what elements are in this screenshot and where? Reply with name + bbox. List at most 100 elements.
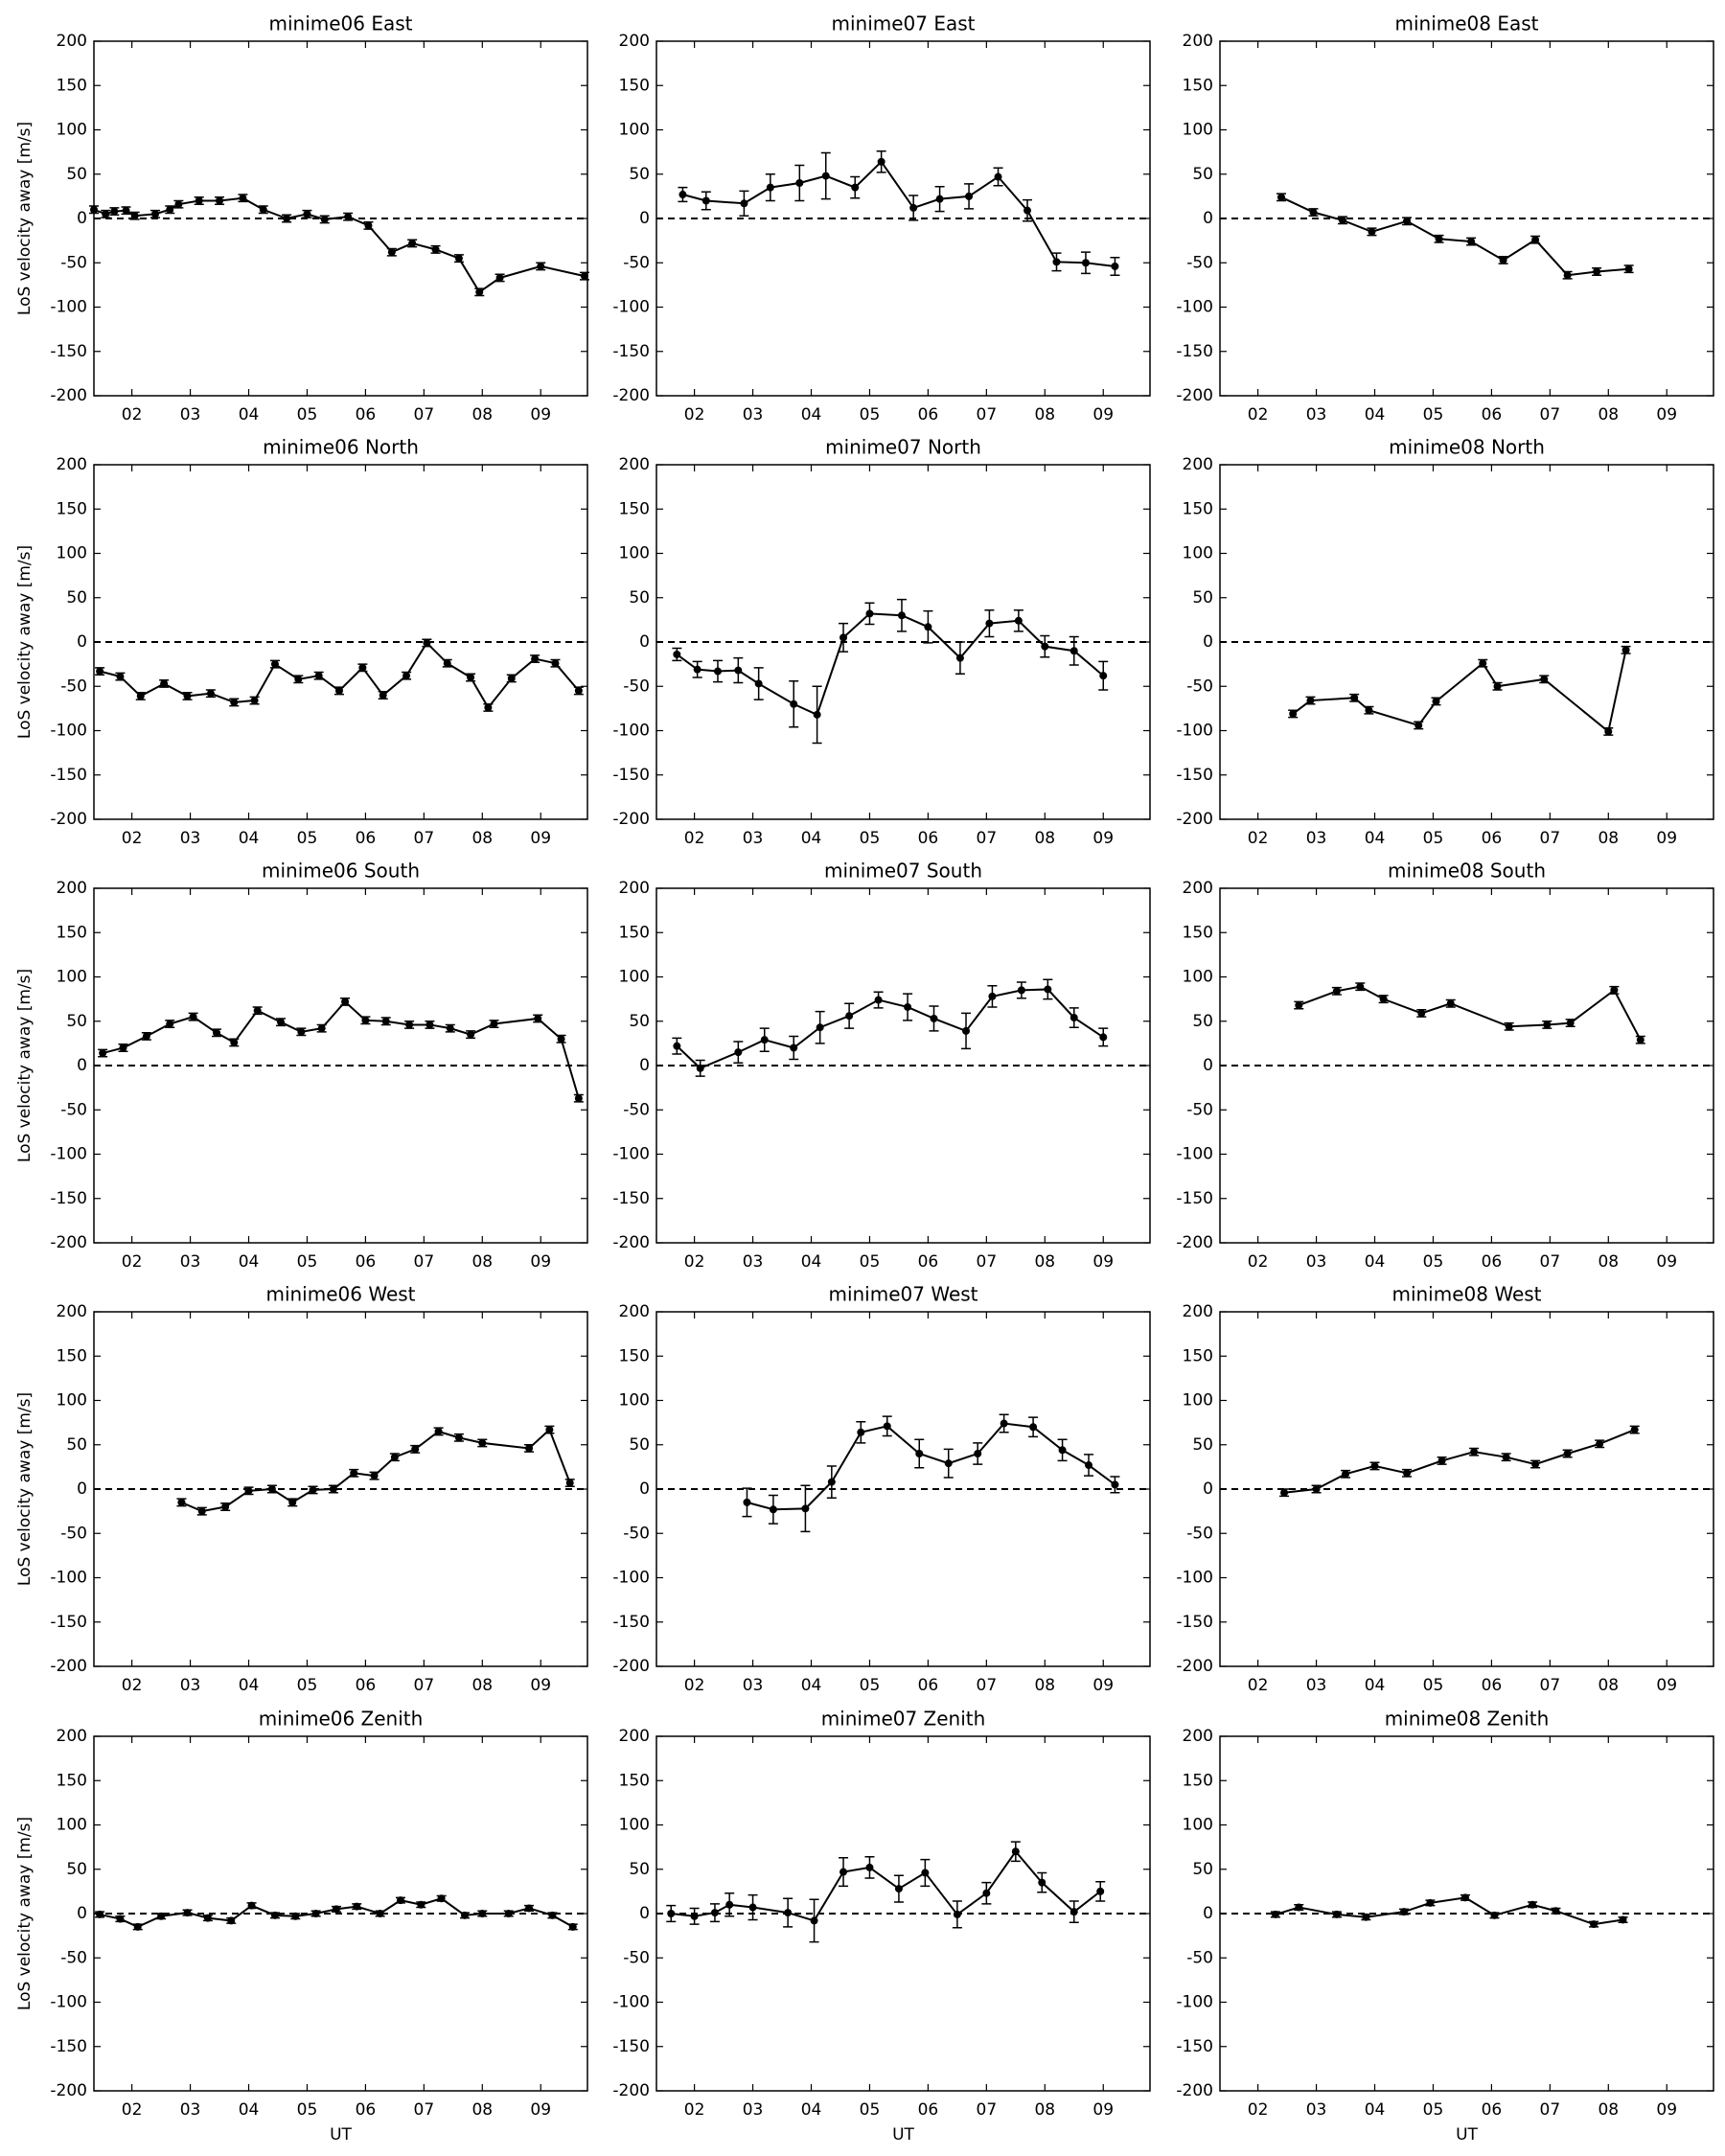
x-tick-label: 08 bbox=[1598, 829, 1619, 848]
data-point bbox=[1350, 694, 1359, 702]
data-point bbox=[270, 1911, 279, 1919]
data-point bbox=[816, 1023, 824, 1032]
x-tick-label: 09 bbox=[1092, 829, 1114, 848]
data-point bbox=[446, 1024, 454, 1033]
y-tick-label: -100 bbox=[50, 1569, 87, 1588]
y-tick-label: 100 bbox=[619, 1816, 650, 1835]
x-tick-label: 07 bbox=[1540, 2100, 1561, 2120]
data-point bbox=[930, 1014, 938, 1022]
data-point bbox=[1529, 1900, 1537, 1909]
data-point bbox=[1271, 1910, 1279, 1918]
y-tick-label: 100 bbox=[57, 968, 87, 987]
data-point bbox=[1070, 647, 1078, 655]
data-point bbox=[230, 1038, 239, 1046]
x-tick-label: 02 bbox=[122, 1676, 143, 1695]
data-point bbox=[467, 674, 475, 681]
data-point bbox=[454, 254, 463, 263]
data-point bbox=[133, 1922, 142, 1931]
data-point bbox=[1493, 682, 1502, 691]
y-tick-label: 0 bbox=[1203, 209, 1213, 228]
data-point bbox=[250, 697, 259, 705]
data-point bbox=[678, 191, 687, 199]
subplot: minime07 East-200-150-100-50050100150200… bbox=[612, 12, 1151, 424]
plot-frame bbox=[1219, 464, 1714, 820]
y-tick-label: -100 bbox=[1176, 298, 1213, 317]
chart-title: minime07 Zenith bbox=[821, 1708, 986, 1731]
x-tick-label: 05 bbox=[1423, 829, 1444, 848]
data-point bbox=[417, 1900, 426, 1909]
data-point bbox=[99, 1049, 107, 1058]
data-point bbox=[790, 700, 798, 708]
data-point bbox=[267, 1485, 276, 1493]
x-tick-label: 05 bbox=[297, 1676, 318, 1695]
data-point bbox=[840, 1868, 848, 1876]
data-point bbox=[667, 1910, 676, 1917]
y-tick-label: -50 bbox=[1186, 1100, 1213, 1119]
data-point bbox=[212, 1028, 220, 1037]
data-point bbox=[1622, 646, 1630, 654]
data-point bbox=[1312, 1485, 1321, 1493]
data-point bbox=[259, 205, 267, 214]
x-tick-label: 08 bbox=[472, 405, 493, 424]
subplot: minime06 North LoS velocity away [m/s] -20… bbox=[15, 436, 588, 848]
y-tick-label: 50 bbox=[629, 165, 650, 184]
data-point bbox=[696, 1064, 704, 1072]
chart-title: minime06 Zenith bbox=[259, 1708, 424, 1731]
data-point bbox=[277, 1018, 286, 1026]
data-point bbox=[548, 1911, 557, 1919]
data-point bbox=[574, 686, 583, 695]
y-tick-label: 150 bbox=[1183, 923, 1213, 942]
x-tick-label: 02 bbox=[122, 405, 143, 424]
x-tick-label: 04 bbox=[239, 2100, 260, 2120]
subplot: minime08 West-200-150-100-50050100150200… bbox=[1176, 1283, 1714, 1695]
x-tick-label: 02 bbox=[684, 1252, 705, 1272]
x-tick-label: 08 bbox=[472, 829, 493, 848]
y-tick-label: 200 bbox=[1183, 1727, 1213, 1746]
data-line bbox=[682, 160, 1116, 267]
data-point bbox=[1306, 697, 1315, 705]
data-point bbox=[1081, 259, 1090, 267]
data-point bbox=[1630, 1426, 1639, 1434]
data-line bbox=[1298, 985, 1642, 1041]
data-line bbox=[102, 999, 580, 1099]
data-line bbox=[1292, 650, 1627, 734]
data-point bbox=[203, 1914, 212, 1922]
y-tick-label: 50 bbox=[1192, 1435, 1213, 1455]
chart-title: minime08 North bbox=[1389, 436, 1545, 459]
y-tick-label: -200 bbox=[612, 2081, 650, 2100]
data-point bbox=[748, 1903, 757, 1912]
x-tick-label: 05 bbox=[860, 1676, 881, 1695]
chart-title: minime07 East bbox=[831, 12, 975, 35]
data-point bbox=[309, 1485, 317, 1494]
plot-frame bbox=[93, 1735, 588, 2092]
plot-frame bbox=[93, 464, 588, 820]
y-tick-label: -100 bbox=[50, 1145, 87, 1164]
plot-frame bbox=[1219, 1311, 1714, 1667]
x-tick-label: 09 bbox=[530, 1252, 551, 1272]
data-point bbox=[790, 1044, 798, 1052]
y-tick-label: -200 bbox=[612, 386, 650, 405]
y-axis-label: LoS velocity away [m/s] bbox=[15, 1817, 34, 2010]
y-tick-label: 150 bbox=[619, 1346, 650, 1365]
y-tick-label: -50 bbox=[623, 253, 650, 272]
data-point bbox=[1014, 616, 1023, 625]
x-tick-label: 08 bbox=[1034, 829, 1055, 848]
data-point bbox=[1543, 1021, 1552, 1029]
subplot: minime06 South LoS velocity away [m/s] -20… bbox=[15, 860, 588, 1272]
x-tick-label: 08 bbox=[1598, 1252, 1619, 1272]
x-tick-label: 06 bbox=[1482, 1676, 1503, 1695]
data-point bbox=[119, 1044, 127, 1052]
chart-title: minime06 North bbox=[263, 436, 419, 459]
x-tick-label: 06 bbox=[356, 1252, 377, 1272]
y-tick-label: -100 bbox=[1176, 1145, 1213, 1164]
x-tick-label: 04 bbox=[801, 1676, 822, 1695]
data-point bbox=[924, 623, 932, 631]
y-tick-label: -100 bbox=[50, 1993, 87, 2012]
y-tick-label: -150 bbox=[612, 2037, 650, 2056]
data-point bbox=[130, 212, 139, 220]
y-tick-label: 200 bbox=[57, 1302, 87, 1321]
data-point bbox=[387, 248, 396, 257]
y-tick-label: -150 bbox=[50, 1189, 87, 1208]
y-tick-label: 150 bbox=[57, 499, 87, 518]
y-tick-label: 200 bbox=[619, 1302, 650, 1321]
